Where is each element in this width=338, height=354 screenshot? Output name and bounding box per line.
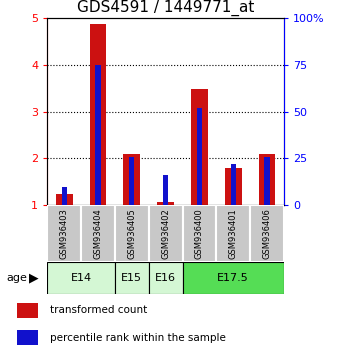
Text: GSM936403: GSM936403 xyxy=(60,208,69,259)
Text: E16: E16 xyxy=(155,273,176,283)
Bar xyxy=(259,154,275,205)
Text: GSM936404: GSM936404 xyxy=(94,208,102,259)
Bar xyxy=(157,201,174,205)
Title: GDS4591 / 1449771_at: GDS4591 / 1449771_at xyxy=(77,0,254,16)
Bar xyxy=(129,156,135,205)
Bar xyxy=(115,205,149,262)
Bar xyxy=(62,187,67,205)
Bar xyxy=(163,175,168,205)
Bar xyxy=(47,262,115,294)
Bar xyxy=(231,164,236,205)
Bar xyxy=(17,330,38,345)
Bar xyxy=(225,168,242,205)
Bar xyxy=(81,205,115,262)
Bar xyxy=(191,89,208,205)
Text: age: age xyxy=(7,273,28,283)
Bar xyxy=(47,205,81,262)
Text: GSM936405: GSM936405 xyxy=(127,208,136,259)
Text: transformed count: transformed count xyxy=(50,305,148,315)
Bar xyxy=(197,108,202,205)
Bar xyxy=(264,156,270,205)
Bar xyxy=(250,205,284,262)
Text: GSM936402: GSM936402 xyxy=(161,208,170,259)
Bar xyxy=(90,24,106,205)
Bar xyxy=(56,194,73,205)
Text: ▶: ▶ xyxy=(29,272,38,284)
Text: GSM936400: GSM936400 xyxy=(195,208,204,259)
Bar xyxy=(216,205,250,262)
Bar xyxy=(183,205,216,262)
Bar xyxy=(149,262,183,294)
Text: GSM936406: GSM936406 xyxy=(263,208,271,259)
Bar xyxy=(123,154,140,205)
Text: E15: E15 xyxy=(121,273,142,283)
Bar xyxy=(96,65,101,205)
Bar xyxy=(115,262,149,294)
Text: E17.5: E17.5 xyxy=(217,273,249,283)
Text: E14: E14 xyxy=(71,273,92,283)
Bar xyxy=(149,205,183,262)
Text: percentile rank within the sample: percentile rank within the sample xyxy=(50,333,226,343)
Text: GSM936401: GSM936401 xyxy=(229,208,238,259)
Bar xyxy=(17,303,38,318)
Bar xyxy=(183,262,284,294)
